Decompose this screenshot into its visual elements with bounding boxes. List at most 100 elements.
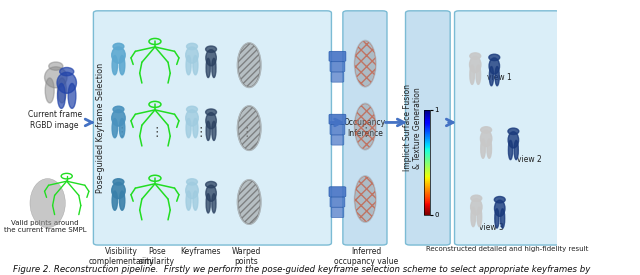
Ellipse shape xyxy=(470,53,481,59)
Ellipse shape xyxy=(490,67,493,86)
Ellipse shape xyxy=(495,200,505,216)
Ellipse shape xyxy=(206,113,216,129)
FancyBboxPatch shape xyxy=(331,135,344,145)
Ellipse shape xyxy=(494,197,505,203)
Ellipse shape xyxy=(193,191,198,210)
Ellipse shape xyxy=(477,207,482,227)
Ellipse shape xyxy=(120,119,125,138)
Text: ⋮: ⋮ xyxy=(240,125,253,139)
Ellipse shape xyxy=(120,191,125,210)
Ellipse shape xyxy=(68,83,76,108)
Ellipse shape xyxy=(186,47,198,63)
Ellipse shape xyxy=(489,54,500,60)
Text: Inferred
occupancy value: Inferred occupancy value xyxy=(334,247,399,266)
Ellipse shape xyxy=(112,182,125,199)
Ellipse shape xyxy=(206,185,216,201)
Ellipse shape xyxy=(470,65,474,84)
Ellipse shape xyxy=(186,110,198,126)
Ellipse shape xyxy=(186,56,191,75)
Ellipse shape xyxy=(354,40,377,87)
FancyBboxPatch shape xyxy=(329,51,346,61)
Ellipse shape xyxy=(206,50,216,66)
FancyBboxPatch shape xyxy=(330,62,345,72)
Text: view 1: view 1 xyxy=(488,73,512,82)
FancyBboxPatch shape xyxy=(329,114,346,124)
Ellipse shape xyxy=(508,132,518,148)
Text: Valid points around
the current frame SMPL: Valid points around the current frame SM… xyxy=(4,219,86,233)
Ellipse shape xyxy=(186,106,197,112)
Text: Implicit Surface Fusion
& Texture Generation: Implicit Surface Fusion & Texture Genera… xyxy=(403,84,422,171)
Text: Figure 2. Reconstruction pipeline.  Firstly we perform the pose-guided keyframe : Figure 2. Reconstruction pipeline. First… xyxy=(13,265,591,274)
Ellipse shape xyxy=(481,127,492,133)
Ellipse shape xyxy=(470,199,482,215)
Ellipse shape xyxy=(45,78,54,103)
FancyBboxPatch shape xyxy=(330,125,345,135)
Ellipse shape xyxy=(186,119,191,138)
Ellipse shape xyxy=(193,119,198,138)
Ellipse shape xyxy=(60,67,74,76)
Ellipse shape xyxy=(112,110,125,126)
FancyBboxPatch shape xyxy=(330,197,345,207)
Text: Keyframes: Keyframes xyxy=(180,247,220,256)
Ellipse shape xyxy=(237,42,262,88)
Ellipse shape xyxy=(476,65,481,84)
Text: Visibility
complementarity: Visibility complementarity xyxy=(88,247,154,266)
Ellipse shape xyxy=(186,43,197,50)
Ellipse shape xyxy=(186,182,198,199)
FancyBboxPatch shape xyxy=(329,187,346,197)
Ellipse shape xyxy=(113,179,124,185)
Ellipse shape xyxy=(113,43,124,50)
Text: ⋮: ⋮ xyxy=(115,125,127,139)
Text: Pose-guided Keyframe Selection: Pose-guided Keyframe Selection xyxy=(96,63,105,193)
Text: Current frame
RGBD image: Current frame RGBD image xyxy=(28,110,82,130)
Ellipse shape xyxy=(58,78,67,103)
Ellipse shape xyxy=(205,109,216,115)
Ellipse shape xyxy=(186,191,191,210)
FancyBboxPatch shape xyxy=(93,11,332,245)
Text: view 2: view 2 xyxy=(517,155,542,164)
Ellipse shape xyxy=(57,72,76,93)
Ellipse shape xyxy=(495,67,499,86)
Ellipse shape xyxy=(113,106,124,112)
Text: ⋮: ⋮ xyxy=(359,125,371,139)
Ellipse shape xyxy=(500,209,505,228)
Ellipse shape xyxy=(186,179,197,185)
Ellipse shape xyxy=(49,62,63,70)
Text: Warped
points: Warped points xyxy=(232,247,261,266)
Ellipse shape xyxy=(481,139,485,158)
Ellipse shape xyxy=(354,175,377,223)
Text: view 3: view 3 xyxy=(479,223,504,232)
Ellipse shape xyxy=(30,178,65,228)
Ellipse shape xyxy=(120,56,125,75)
Ellipse shape xyxy=(471,207,476,227)
Ellipse shape xyxy=(354,103,377,150)
Ellipse shape xyxy=(212,194,216,213)
Ellipse shape xyxy=(481,130,492,147)
Text: Reconstructed detailed and high-fidelity result: Reconstructed detailed and high-fidelity… xyxy=(426,246,589,252)
Ellipse shape xyxy=(508,128,519,134)
Ellipse shape xyxy=(495,209,499,228)
Ellipse shape xyxy=(206,58,211,78)
Ellipse shape xyxy=(212,121,216,141)
FancyBboxPatch shape xyxy=(343,11,387,245)
Ellipse shape xyxy=(206,194,211,213)
Text: ⋮: ⋮ xyxy=(150,125,163,139)
Ellipse shape xyxy=(193,56,198,75)
Ellipse shape xyxy=(112,191,118,210)
FancyBboxPatch shape xyxy=(331,208,344,218)
Ellipse shape xyxy=(212,58,216,78)
FancyBboxPatch shape xyxy=(331,72,344,82)
Ellipse shape xyxy=(45,67,67,88)
Ellipse shape xyxy=(58,83,65,108)
Ellipse shape xyxy=(489,58,500,74)
Text: Occupancy
Inference: Occupancy Inference xyxy=(344,118,386,138)
Ellipse shape xyxy=(112,119,118,138)
Ellipse shape xyxy=(112,56,118,75)
Ellipse shape xyxy=(487,139,492,158)
FancyBboxPatch shape xyxy=(454,11,560,245)
Ellipse shape xyxy=(206,121,211,141)
Ellipse shape xyxy=(205,182,216,188)
Text: ⋮: ⋮ xyxy=(194,125,207,139)
Ellipse shape xyxy=(205,46,216,53)
Ellipse shape xyxy=(237,179,262,225)
